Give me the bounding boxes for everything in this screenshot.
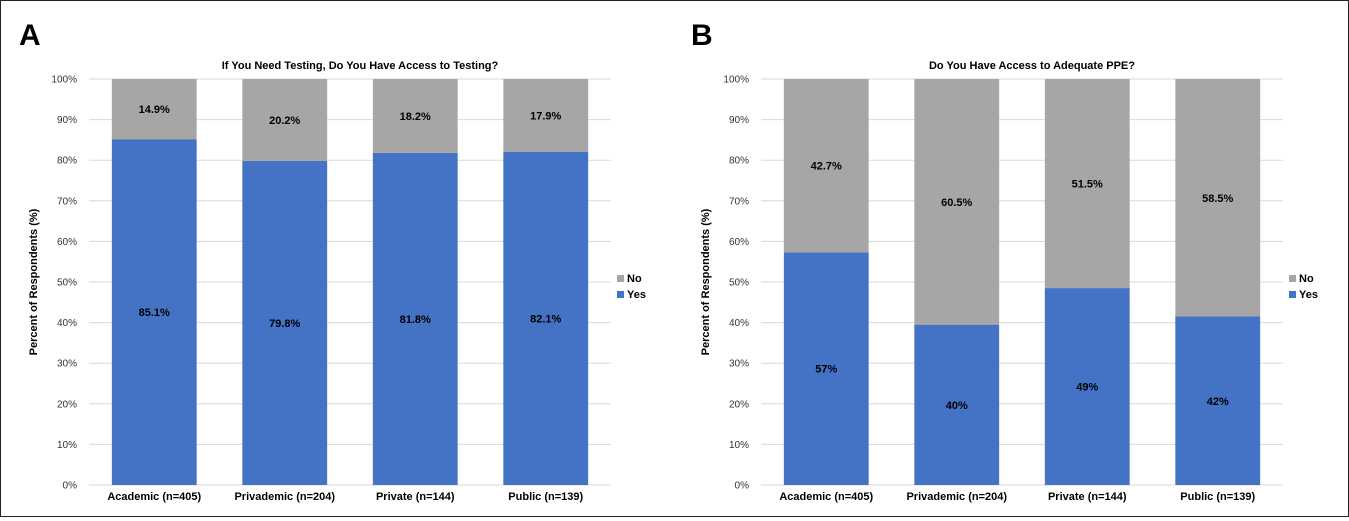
bar-no — [1175, 79, 1261, 317]
y-tick-label: 80% — [57, 156, 77, 167]
x-tick-label: Public (n=139) — [508, 491, 583, 503]
bar-yes — [372, 152, 458, 485]
x-tick-label: Privademic (n=204) — [234, 491, 335, 503]
data-label-no: 20.2% — [269, 115, 300, 127]
y-axis-label: Percent of Respondents (%) — [28, 208, 40, 355]
y-tick-label: 40% — [57, 318, 77, 329]
data-label-yes: 42% — [1207, 396, 1229, 408]
legend-label: No — [627, 273, 642, 285]
bar-yes — [783, 252, 869, 485]
x-tick-label: Public (n=139) — [1180, 491, 1255, 503]
data-label-yes: 49% — [1076, 382, 1098, 394]
y-tick-label: 30% — [57, 359, 77, 370]
y-tick-label: 90% — [57, 115, 77, 126]
bar-no — [1044, 79, 1130, 289]
chart-title: If You Need Testing, Do You Have Access … — [222, 60, 499, 72]
y-tick-label: 100% — [723, 75, 749, 86]
y-tick-label: 60% — [729, 237, 749, 248]
bar-no — [242, 79, 328, 162]
panel-letter: A — [19, 19, 41, 52]
y-tick-label: 100% — [51, 75, 77, 86]
chart-title: Do You Have Access to Adequate PPE? — [929, 60, 1135, 72]
legend-swatch — [1289, 275, 1296, 282]
bar-no — [372, 79, 458, 153]
bar-no — [783, 79, 869, 253]
y-tick-label: 40% — [729, 318, 749, 329]
panel-b: B Do You Have Access to Adequate PPE? 0% 1… — [681, 1, 1349, 516]
x-tick-label: Academic (n=405) — [107, 491, 201, 503]
panel-a: A If You Need Testing, Do You Have Acces… — [9, 1, 679, 516]
y-tick-label: 20% — [57, 399, 77, 410]
data-label-no: 58.5% — [1202, 193, 1233, 205]
bar-yes — [111, 139, 197, 485]
legend-label: Yes — [627, 289, 646, 301]
y-tick-label: 80% — [729, 156, 749, 167]
bar-yes — [1175, 316, 1261, 485]
data-label-no: 17.9% — [530, 110, 561, 122]
y-tick-label: 50% — [729, 278, 749, 289]
data-label-no: 42.7% — [811, 161, 842, 173]
bar-yes — [914, 324, 1000, 485]
legend-swatch — [1289, 291, 1296, 298]
bar-no — [111, 79, 197, 140]
data-label-no: 60.5% — [941, 197, 972, 209]
y-tick-label: 10% — [57, 440, 77, 451]
y-tick-label: 30% — [729, 359, 749, 370]
y-tick-label: 0% — [735, 481, 750, 492]
data-label-yes: 40% — [946, 400, 968, 412]
y-axis-label: Percent of Respondents (%) — [700, 208, 712, 355]
x-tick-label: Private (n=144) — [1048, 491, 1127, 503]
legend-swatch — [617, 291, 624, 298]
bar-yes — [1044, 288, 1130, 485]
x-tick-label: Private (n=144) — [376, 491, 455, 503]
y-tick-label: 0% — [63, 481, 78, 492]
y-tick-label: 70% — [729, 196, 749, 207]
legend-swatch — [617, 275, 624, 282]
data-label-no: 14.9% — [139, 104, 170, 116]
panel-letter: B — [691, 19, 713, 52]
data-label-yes: 79.8% — [269, 318, 300, 330]
y-tick-label: 90% — [729, 115, 749, 126]
bar-no — [503, 79, 589, 152]
data-label-yes: 82.1% — [530, 313, 561, 325]
legend-label: No — [1299, 273, 1314, 285]
data-label-no: 51.5% — [1072, 179, 1103, 191]
y-tick-label: 20% — [729, 399, 749, 410]
y-tick-label: 50% — [57, 278, 77, 289]
bar-yes — [503, 151, 589, 485]
x-tick-label: Academic (n=405) — [779, 491, 873, 503]
chart-testing-access: If You Need Testing, Do You Have Access … — [28, 60, 646, 503]
data-label-no: 18.2% — [400, 111, 431, 123]
x-tick-label: Privademic (n=204) — [906, 491, 1007, 503]
data-label-yes: 81.8% — [400, 314, 431, 326]
legend-label: Yes — [1299, 289, 1318, 301]
bar-yes — [242, 161, 328, 485]
y-tick-label: 70% — [57, 196, 77, 207]
data-label-yes: 57% — [815, 364, 837, 376]
data-label-yes: 85.1% — [139, 307, 170, 319]
y-tick-label: 10% — [729, 440, 749, 451]
chart-ppe-access: Do You Have Access to Adequate PPE? 0% 10%… — [700, 60, 1318, 503]
bar-no — [914, 79, 1000, 325]
y-tick-label: 60% — [57, 237, 77, 248]
